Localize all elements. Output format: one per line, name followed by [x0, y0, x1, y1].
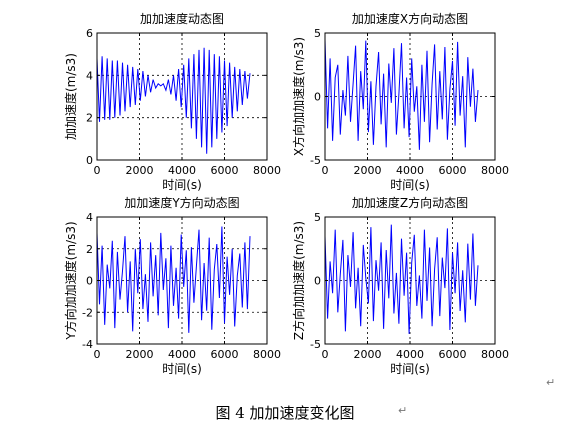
- y-tick-label: 0: [86, 275, 93, 288]
- y-axis-label: Y方向加加速度(m/s3): [63, 221, 78, 340]
- figure-caption: 图 4 加加速度变化图: [215, 404, 355, 422]
- x-tick-label: 4000: [168, 348, 196, 361]
- y-tick-label: 0: [314, 91, 321, 104]
- chart-title: 加加速度Z方向动态图: [352, 195, 468, 210]
- chart-title: 加加速度动态图: [140, 11, 224, 26]
- series-line-1: [324, 39, 479, 150]
- chart-title: 加加速度X方向动态图: [352, 11, 468, 26]
- x-tick-label: 4000: [396, 164, 424, 177]
- x-tick-label: 8000: [481, 164, 509, 177]
- x-tick-label: 0: [322, 348, 329, 361]
- y-tick-label: 4: [86, 69, 93, 82]
- x-axis-label: 时间(s): [390, 178, 430, 192]
- x-axis-label: 时间(s): [162, 178, 202, 192]
- paragraph-mark: ↵: [546, 376, 556, 389]
- y-axis-label: Z方向加加速度(m/s3): [291, 221, 306, 340]
- y-tick-label: 2: [86, 112, 93, 125]
- x-tick-label: 6000: [439, 348, 467, 361]
- y-tick-label: 0: [314, 275, 321, 288]
- chart-panel-4: 0 2000 4000 6000 8000-505加加速度Z方向动态图时间(s)Z方向加…: [291, 195, 509, 376]
- x-tick-label: 2000: [126, 164, 154, 177]
- x-tick-label: 6000: [439, 164, 467, 177]
- paragraph-mark: ↵: [398, 404, 408, 417]
- y-tick-label: 5: [314, 211, 321, 224]
- x-tick-label: 4000: [396, 348, 424, 361]
- x-tick-label: 0: [322, 164, 329, 177]
- x-tick-label: 2000: [354, 164, 382, 177]
- y-tick-label: 5: [314, 27, 321, 40]
- y-axis-label: X方向加加速度(m/s3): [291, 37, 306, 156]
- x-tick-label: 4000: [168, 164, 196, 177]
- y-tick-label: -5: [310, 338, 321, 351]
- x-axis-label: 时间(s): [162, 362, 202, 376]
- series-line-1: [324, 224, 479, 334]
- y-tick-label: 0: [86, 154, 93, 167]
- x-tick-label: 8000: [253, 348, 281, 361]
- x-tick-label: 2000: [126, 348, 154, 361]
- series-line-1: [96, 47, 251, 154]
- x-tick-label: 2000: [354, 348, 382, 361]
- y-tick-label: 2: [86, 243, 93, 256]
- chart-title: 加加速度Y方向动态图: [124, 195, 239, 210]
- y-tick-label: 6: [86, 27, 93, 40]
- x-tick-label: 6000: [211, 164, 239, 177]
- y-axis-label: 加加速度(m/s3): [63, 53, 78, 140]
- x-tick-label: 8000: [253, 164, 281, 177]
- x-tick-label: 8000: [481, 348, 509, 361]
- chart-panel-2: 0 2000 4000 6000 8000-505加加速度X方向动态图时间(s)X方向加…: [291, 11, 509, 192]
- x-tick-label: 0: [94, 164, 101, 177]
- y-tick-label: -5: [310, 154, 321, 167]
- series-line-1: [96, 226, 251, 333]
- x-axis-label: 时间(s): [390, 362, 430, 376]
- x-tick-label: 6000: [211, 348, 239, 361]
- y-tick-label: 4: [86, 211, 93, 224]
- y-tick-label: -2: [82, 306, 93, 319]
- y-tick-label: -4: [82, 338, 93, 351]
- x-tick-label: 0: [94, 348, 101, 361]
